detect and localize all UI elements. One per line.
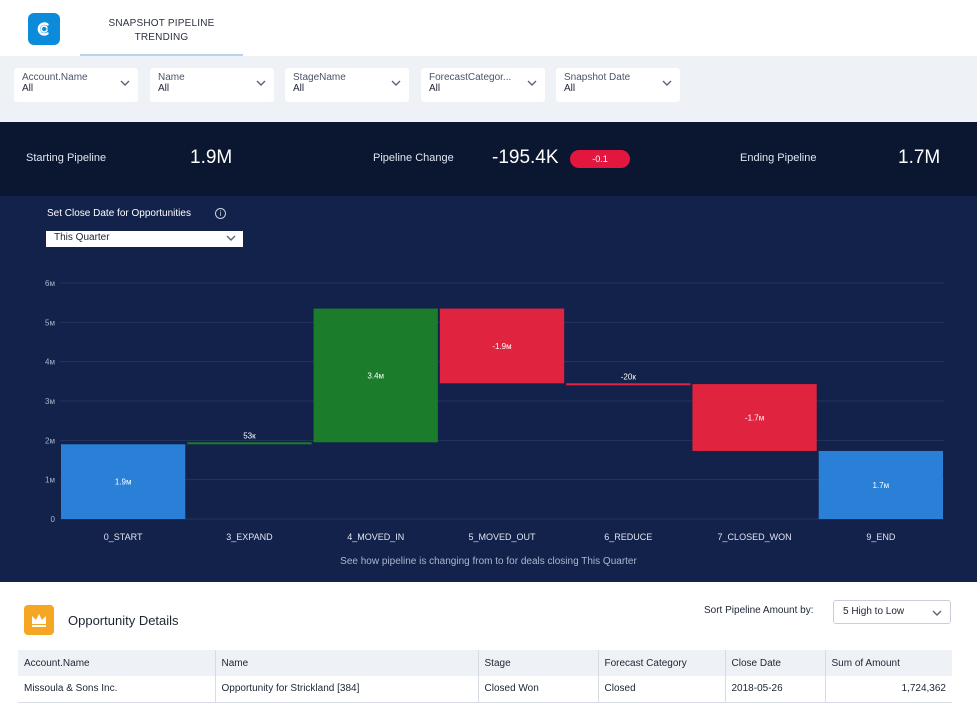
bar-data-label: -1.9м: [492, 342, 511, 351]
filter-value: All: [564, 83, 576, 94]
chevron-down-icon: [226, 235, 236, 241]
table-row[interactable]: Missoula & Sons Inc. Opportunity for Str…: [18, 676, 952, 703]
waterfall-bar: [818, 450, 943, 519]
waterfall-chart: 0 1м 2м 3м 4м 5м 6м 1.9м 0_START 53к 3_EXPAND 3.4м 4…: [45, 279, 944, 542]
filter-label: Name: [158, 72, 185, 83]
chevron-down-icon: [662, 80, 672, 86]
chevron-down-icon: [391, 80, 401, 86]
sort-select[interactable]: 5 High to Low: [833, 600, 951, 624]
y-tick-label: 4м: [45, 358, 55, 367]
active-tab-indicator: [80, 54, 243, 56]
filter-snapshot-date[interactable]: Snapshot Date All: [556, 68, 680, 102]
opportunity-details-table: Account.Name Name Stage Forecast Categor…: [18, 650, 952, 703]
filter-account-name[interactable]: Account.Name All: [14, 68, 138, 102]
filter-name[interactable]: Name All: [150, 68, 274, 102]
cell-forecast-category: Closed: [598, 676, 726, 703]
chart-caption: See how pipeline is changing from to for…: [340, 556, 637, 567]
filter-value: All: [293, 83, 305, 94]
column-header-sum-of-amount[interactable]: Sum of Amount: [825, 650, 952, 676]
app-logo-icon[interactable]: [28, 13, 60, 45]
chevron-down-icon: [932, 610, 942, 616]
close-date-label: Set Close Date for Opportunities: [47, 208, 191, 219]
x-category-label: 3_EXPAND: [226, 532, 273, 542]
filter-label: StageName: [293, 72, 346, 83]
cell-stage: Closed Won: [478, 676, 599, 703]
filter-value: All: [429, 83, 441, 94]
x-category-label: 0_START: [104, 532, 143, 542]
y-tick-label: 6м: [45, 279, 55, 288]
cell-account-name: Missoula & Sons Inc.: [18, 676, 216, 703]
starting-pipeline-label: Starting Pipeline: [26, 152, 107, 164]
pipeline-change-label: Pipeline Change: [373, 152, 454, 164]
ending-pipeline-value: 1.7M: [898, 147, 941, 168]
filter-value: All: [158, 83, 170, 94]
sort-select-value: 5 High to Low: [843, 606, 905, 617]
cell-name: Opportunity for Strickland [384]: [215, 676, 479, 703]
chevron-down-icon: [256, 80, 266, 86]
x-category-label: 4_MOVED_IN: [347, 532, 404, 542]
column-header-close-date[interactable]: Close Date: [725, 650, 826, 676]
bar-data-label: 1.9м: [115, 478, 132, 487]
column-header-stage[interactable]: Stage: [478, 650, 599, 676]
filter-value: All: [22, 83, 34, 94]
tab-label: SNAPSHOT PIPELINE TRENDING: [108, 18, 215, 43]
waterfall-bar: [313, 308, 438, 443]
x-category-label: 9_END: [866, 532, 896, 542]
filter-label: Snapshot Date: [564, 72, 631, 83]
info-icon[interactable]: i: [215, 208, 226, 219]
bar-data-label: 1.7м: [873, 481, 890, 490]
close-date-select-value: This Quarter: [54, 232, 110, 243]
column-header-name[interactable]: Name: [215, 650, 479, 676]
y-tick-label: 2м: [45, 436, 55, 445]
waterfall-bar: [61, 444, 186, 519]
waterfall-bar: [692, 384, 817, 451]
chevron-down-icon: [527, 80, 537, 86]
bar-data-label: -1.7м: [745, 414, 764, 423]
cell-sum-of-amount: 1,724,362: [825, 676, 952, 703]
column-header-account-name[interactable]: Account.Name: [18, 650, 216, 676]
bar-data-label: 3.4м: [367, 371, 384, 380]
y-tick-label: 5м: [45, 318, 55, 327]
filter-bar: Account.Name All Name All StageName All …: [0, 56, 977, 122]
pipeline-change-badge: -0.1: [570, 150, 630, 168]
filter-label: Account.Name: [22, 72, 88, 83]
column-header-forecast-category[interactable]: Forecast Category: [598, 650, 726, 676]
table-header-row: Account.Name Name Stage Forecast Categor…: [18, 650, 952, 676]
sort-label: Sort Pipeline Amount by:: [704, 605, 814, 616]
waterfall-bar: [187, 442, 312, 445]
pipeline-change-value: -195.4K: [492, 147, 559, 168]
y-tick-label: 1м: [45, 476, 55, 485]
pipeline-summary: Starting Pipeline 1.9M Pipeline Change -…: [0, 122, 977, 196]
bar-data-label: -20к: [621, 372, 637, 381]
waterfall-bar: [439, 308, 565, 384]
waterfall-chart-panel: 0 1м 2м 3м 4м 5м 6м 1.9м 0_START 53к 3_EXPAND 3.4м 4…: [0, 196, 977, 582]
opportunity-details-section: Opportunity Details Sort Pipeline Amount…: [0, 582, 977, 710]
starting-pipeline-value: 1.9M: [190, 147, 233, 168]
bar-data-label: 53к: [243, 431, 256, 440]
y-tick-label: 0: [51, 515, 56, 524]
x-category-label: 5_MOVED_OUT: [468, 532, 536, 542]
opportunity-details-title: Opportunity Details: [68, 613, 179, 628]
x-category-label: 6_REDUCE: [604, 532, 652, 542]
waterfall-bar: [566, 383, 691, 386]
cell-close-date: 2018-05-26: [725, 676, 826, 703]
filter-stage-name[interactable]: StageName All: [285, 68, 409, 102]
y-tick-label: 3м: [45, 397, 55, 406]
crown-icon: [24, 605, 54, 635]
app-header: SNAPSHOT PIPELINE TRENDING: [0, 0, 977, 56]
tab-snapshot-pipeline-trending[interactable]: SNAPSHOT PIPELINE TRENDING: [80, 0, 243, 56]
close-date-select[interactable]: This Quarter: [46, 231, 243, 247]
x-category-label: 7_CLOSED_WON: [718, 532, 792, 542]
filter-label: ForecastCategor...: [429, 72, 512, 83]
ending-pipeline-label: Ending Pipeline: [740, 152, 817, 164]
chevron-down-icon: [120, 80, 130, 86]
filter-forecast-category[interactable]: ForecastCategor... All: [421, 68, 545, 102]
